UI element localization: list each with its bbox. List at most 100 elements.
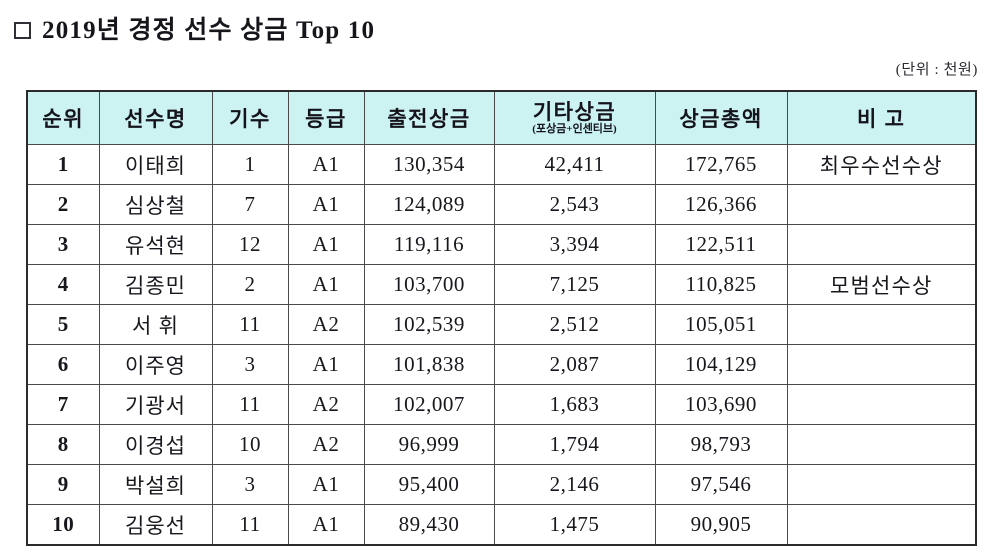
- cell-rank: 7: [26, 384, 100, 425]
- cell-entry-prize: 95,400: [363, 464, 495, 505]
- cell-entry-prize: 101,838: [363, 344, 495, 385]
- cell-name: 박설희: [98, 464, 213, 505]
- cell-etc-prize: 2,087: [493, 344, 656, 385]
- cell-gisu: 3: [211, 464, 289, 505]
- column-header-note-label: 비 고: [857, 107, 906, 131]
- cell-note: [786, 304, 977, 345]
- column-header-total-prize-label: 상금총액: [679, 107, 763, 131]
- cell-grade: A2: [287, 384, 365, 425]
- table-header: 순위 선수명 기수 등급 출전상금 기타상금 (포상금+인센티브): [26, 90, 977, 145]
- cell-total-prize: 90,905: [654, 504, 788, 546]
- cell-name: 김웅선: [98, 504, 213, 546]
- cell-total-prize: 103,690: [654, 384, 788, 425]
- column-header-etc-prize-sublabel: (포상금+인센티브): [532, 122, 617, 135]
- page-title: 2019년 경정 선수 상금 Top 10: [14, 18, 375, 43]
- unit-note: (단위 : 천원): [895, 62, 978, 78]
- column-header-name: 선수명: [98, 90, 213, 145]
- cell-note: 최우수선수상: [786, 144, 977, 185]
- cell-name: 이태희: [98, 144, 213, 185]
- cell-total-prize: 97,546: [654, 464, 788, 505]
- cell-total-prize: 110,825: [654, 264, 788, 305]
- cell-gisu: 1: [211, 144, 289, 185]
- cell-note: [786, 464, 977, 505]
- table-row: 6 이주영 3 A1 101,838 2,087 104,129: [26, 344, 977, 385]
- cell-total-prize: 122,511: [654, 224, 788, 265]
- cell-rank: 1: [26, 144, 100, 185]
- cell-grade: A1: [287, 504, 365, 546]
- column-header-entry-prize-label: 출전상금: [387, 107, 471, 131]
- cell-note: [786, 184, 977, 225]
- cell-grade: A2: [287, 424, 365, 465]
- table-header-row: 순위 선수명 기수 등급 출전상금 기타상금 (포상금+인센티브): [26, 90, 977, 145]
- column-header-gisu: 기수: [211, 90, 289, 145]
- column-header-rank-label: 순위: [42, 107, 85, 131]
- cell-etc-prize: 2,512: [493, 304, 656, 345]
- cell-total-prize: 104,129: [654, 344, 788, 385]
- cell-gisu: 7: [211, 184, 289, 225]
- table-row: 3 유석현 12 A1 119,116 3,394 122,511: [26, 224, 977, 265]
- cell-note: [786, 504, 977, 546]
- cell-note: 모범선수상: [786, 264, 977, 305]
- cell-rank: 3: [26, 224, 100, 265]
- cell-name: 김종민: [98, 264, 213, 305]
- column-header-entry-prize: 출전상금: [363, 90, 495, 145]
- cell-name: 이주영: [98, 344, 213, 385]
- cell-name: 유석현: [98, 224, 213, 265]
- cell-grade: A2: [287, 304, 365, 345]
- column-header-grade-label: 등급: [305, 107, 347, 131]
- cell-etc-prize: 1,794: [493, 424, 656, 465]
- column-header-grade: 등급: [287, 90, 365, 145]
- cell-grade: A1: [287, 344, 365, 385]
- column-header-etc-prize-stack: 기타상금 (포상금+인센티브): [495, 101, 655, 136]
- cell-etc-prize: 2,543: [493, 184, 656, 225]
- cell-note: [786, 384, 977, 425]
- cell-gisu: 3: [211, 344, 289, 385]
- cell-total-prize: 172,765: [654, 144, 788, 185]
- table-body: 1 이태희 1 A1 130,354 42,411 172,765 최우수선수상…: [26, 144, 977, 546]
- table-row: 4 김종민 2 A1 103,700 7,125 110,825 모범선수상: [26, 264, 977, 305]
- cell-entry-prize: 103,700: [363, 264, 495, 305]
- column-header-rank: 순위: [26, 90, 100, 145]
- column-header-note: 비 고: [786, 90, 977, 145]
- cell-grade: A1: [287, 224, 365, 265]
- cell-note: [786, 224, 977, 265]
- table-row: 9 박설희 3 A1 95,400 2,146 97,546: [26, 464, 977, 505]
- cell-grade: A1: [287, 464, 365, 505]
- column-header-gisu-label: 기수: [229, 107, 271, 131]
- cell-rank: 10: [26, 504, 100, 546]
- cell-total-prize: 105,051: [654, 304, 788, 345]
- table-row: 7 기광서 11 A2 102,007 1,683 103,690: [26, 384, 977, 425]
- cell-note: [786, 424, 977, 465]
- cell-etc-prize: 3,394: [493, 224, 656, 265]
- cell-gisu: 2: [211, 264, 289, 305]
- cell-gisu: 12: [211, 224, 289, 265]
- prize-table-container: 순위 선수명 기수 등급 출전상금 기타상금 (포상금+인센티브): [26, 90, 977, 546]
- cell-entry-prize: 130,354: [363, 144, 495, 185]
- cell-etc-prize: 1,683: [493, 384, 656, 425]
- prize-table: 순위 선수명 기수 등급 출전상금 기타상금 (포상금+인센티브): [26, 90, 977, 546]
- cell-name: 심상철: [98, 184, 213, 225]
- column-header-total-prize: 상금총액: [654, 90, 788, 145]
- cell-entry-prize: 102,539: [363, 304, 495, 345]
- cell-grade: A1: [287, 144, 365, 185]
- table-row: 2 심상철 7 A1 124,089 2,543 126,366: [26, 184, 977, 225]
- column-header-etc-prize: 기타상금 (포상금+인센티브): [493, 90, 656, 145]
- cell-entry-prize: 124,089: [363, 184, 495, 225]
- cell-name: 기광서: [98, 384, 213, 425]
- column-header-name-label: 선수명: [124, 107, 187, 131]
- cell-name: 이경섭: [98, 424, 213, 465]
- cell-etc-prize: 1,475: [493, 504, 656, 546]
- column-header-etc-prize-label: 기타상금: [532, 99, 617, 124]
- table-row: 10 김웅선 11 A1 89,430 1,475 90,905: [26, 504, 977, 546]
- cell-rank: 2: [26, 184, 100, 225]
- table-row: 1 이태희 1 A1 130,354 42,411 172,765 최우수선수상: [26, 144, 977, 185]
- cell-entry-prize: 96,999: [363, 424, 495, 465]
- page-title-text: 2019년 경정 선수 상금 Top 10: [42, 17, 376, 44]
- cell-etc-prize: 42,411: [493, 144, 656, 185]
- cell-gisu: 11: [211, 504, 289, 546]
- cell-rank: 6: [26, 344, 100, 385]
- cell-total-prize: 98,793: [654, 424, 788, 465]
- cell-grade: A1: [287, 184, 365, 225]
- cell-etc-prize: 7,125: [493, 264, 656, 305]
- cell-note: [786, 344, 977, 385]
